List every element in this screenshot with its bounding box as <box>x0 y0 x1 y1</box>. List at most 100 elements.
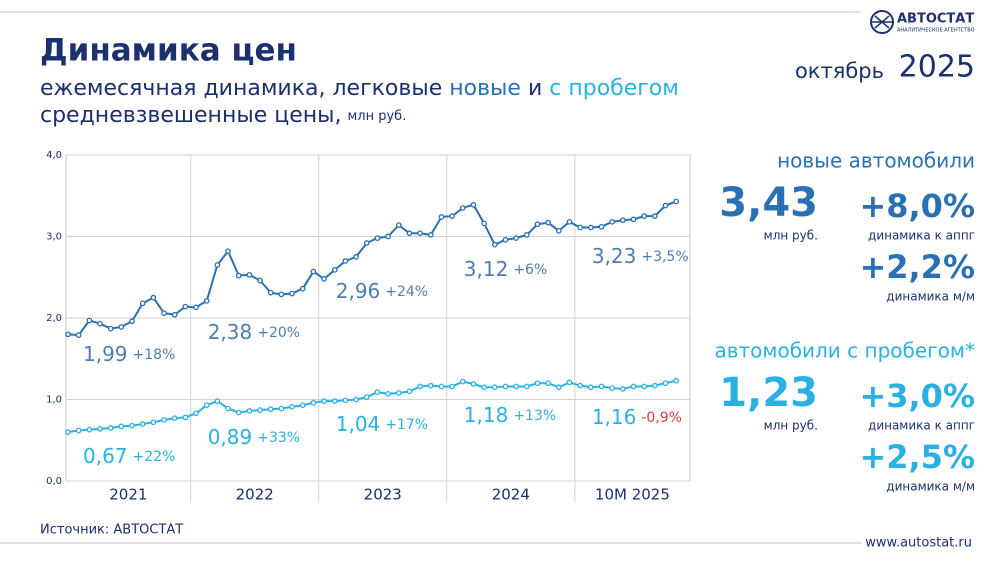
series-point <box>481 384 487 391</box>
series-point <box>97 320 103 327</box>
series-point <box>395 222 402 228</box>
series-point <box>534 380 541 387</box>
series-point <box>523 383 530 390</box>
period-year: 2025 <box>899 50 975 85</box>
series-point <box>161 310 167 316</box>
series-point <box>662 202 669 209</box>
series-point <box>299 285 306 292</box>
subtitle-text: ежемесячная динамика, легковые <box>40 76 449 101</box>
series-point <box>545 380 552 387</box>
series-point <box>278 405 285 412</box>
series-point <box>193 304 199 311</box>
series-point <box>449 383 455 390</box>
series-line <box>67 379 677 434</box>
series-point <box>491 241 498 248</box>
series-point <box>86 426 93 433</box>
y-tick-label: 2,0 <box>46 313 62 324</box>
series-point <box>321 398 327 404</box>
kpi-mom-label: динамика м/м <box>886 290 975 304</box>
series-point <box>459 378 466 385</box>
series-point <box>235 409 242 416</box>
series-point <box>427 232 434 238</box>
series-point <box>118 423 125 430</box>
series-point <box>577 224 584 231</box>
kpi-yoy: +3,0% <box>859 377 975 415</box>
series-point <box>491 384 498 391</box>
series-point <box>363 394 370 400</box>
series-point <box>342 258 349 264</box>
annotation-change: +24% <box>385 284 428 300</box>
annotation-value: 1,04 <box>336 412 381 436</box>
annotation: 3,12 +6% <box>464 257 547 281</box>
series-point <box>289 290 295 297</box>
series-point <box>555 384 562 391</box>
series-point <box>577 382 584 389</box>
series-point <box>619 217 626 224</box>
kpi-mom: +2,5% <box>859 438 975 476</box>
series-point <box>673 198 680 205</box>
logo-icon-lines <box>871 15 893 29</box>
series-point <box>289 403 295 410</box>
series-point <box>609 385 616 391</box>
series-point <box>630 216 637 223</box>
series-point <box>385 390 391 397</box>
annotation: 1,16 -0,9% <box>592 405 682 429</box>
series-point <box>171 311 178 318</box>
series-point <box>331 398 338 404</box>
annotation-change: -0,9% <box>641 410 682 426</box>
series-point <box>438 214 445 220</box>
period-month: октябрь <box>795 59 884 83</box>
annotation-change: +22% <box>133 449 176 465</box>
series-point <box>65 331 71 338</box>
series-point <box>587 384 594 391</box>
annotation: 2,96 +24% <box>336 279 428 303</box>
annotation: 0,67 +22% <box>83 444 175 468</box>
kpi-yoy-label: динамика к аппг <box>868 419 975 433</box>
annotation-change: +17% <box>385 417 428 433</box>
annotation: 0,89 +33% <box>208 425 300 449</box>
series-point <box>214 262 221 268</box>
x-period-label: 2023 <box>364 486 402 504</box>
series-point <box>182 414 189 421</box>
logo-tagline: АНАЛИТИЧЕСКОЕ АГЕНТСТВО <box>897 28 975 34</box>
x-period-label: 2022 <box>236 486 274 504</box>
series-point <box>555 227 562 234</box>
series-point <box>310 399 317 406</box>
annotation-change: +18% <box>133 347 176 363</box>
series-point <box>342 397 349 404</box>
series-point <box>651 382 658 389</box>
series-point <box>225 405 231 412</box>
series-point <box>417 383 423 390</box>
kpi-yoy-label: динамика к аппг <box>868 229 975 243</box>
title: Динамика цен <box>40 33 297 69</box>
annotation-value: 1,16 <box>592 405 637 429</box>
series-point <box>97 425 103 432</box>
annotation-value: 1,18 <box>464 403 509 427</box>
series-point <box>214 398 221 404</box>
kpi-mom: +2,2% <box>859 248 975 286</box>
annotation-change: +6% <box>513 262 547 278</box>
series-point <box>139 421 146 427</box>
series-point <box>427 382 434 389</box>
series-point <box>513 235 519 241</box>
source: Источник: АВТОСТАТ <box>40 523 183 538</box>
subtitle-unit: млн руб. <box>347 109 406 124</box>
logo-name: АВТОСТАТ <box>897 12 974 27</box>
annotation-value: 2,38 <box>208 320 253 344</box>
x-period-label: 10M 2025 <box>595 486 670 504</box>
kpi-yoy: +8,0% <box>859 187 975 225</box>
series-point <box>278 291 285 298</box>
annotation-value: 3,12 <box>464 257 509 281</box>
series-point <box>310 268 317 275</box>
series-point <box>257 277 263 284</box>
series-point <box>246 408 253 414</box>
series-point <box>395 390 402 396</box>
series-point <box>502 236 509 243</box>
kpi-heading: новые автомобили <box>777 149 975 173</box>
annotation-value: 3,23 <box>592 244 637 268</box>
series-point <box>598 223 605 230</box>
series-point <box>203 402 210 409</box>
x-period-label: 2021 <box>109 486 147 504</box>
annotation-value: 1,99 <box>83 342 128 366</box>
